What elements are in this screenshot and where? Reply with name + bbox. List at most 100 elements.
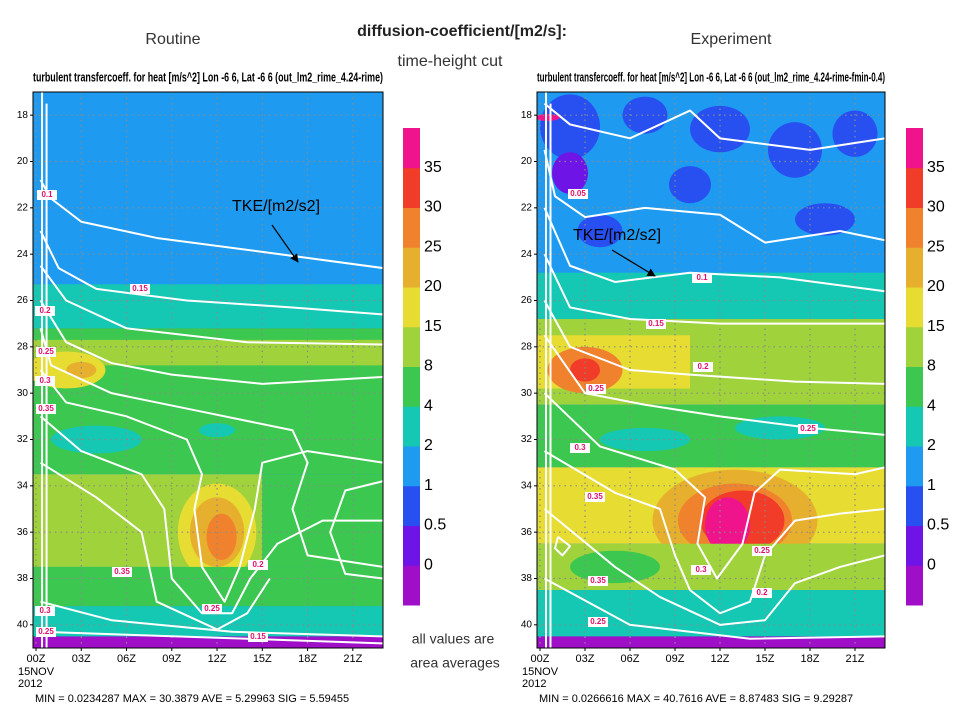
- colorbar-label: 25: [424, 238, 442, 255]
- colorbar-label: 35: [927, 159, 945, 176]
- contour-label-bg: [112, 567, 132, 577]
- contour-line: [39, 299, 383, 385]
- contour-label: 0.15: [648, 319, 664, 328]
- contour-label: 0.3: [574, 443, 586, 452]
- plot-title: turbulent transfercoeff. for heat [m/s^2…: [537, 69, 885, 84]
- contour-label: 0.3: [695, 565, 707, 574]
- contour-label-bg: [37, 190, 57, 200]
- y-tick-label: 26: [17, 295, 29, 306]
- colorbar-label: 0: [424, 556, 433, 573]
- contour-label-bg: [588, 576, 608, 586]
- y-tick-label: 36: [17, 527, 29, 538]
- colorbar-segment: [906, 247, 923, 288]
- contour-line: [543, 207, 885, 293]
- colorbar-segment: [906, 167, 923, 208]
- x-tick-label: 15Z: [756, 653, 775, 665]
- colorbar-segment: [906, 326, 923, 367]
- contour-label: 0.25: [588, 384, 604, 393]
- colorbar-segment: [906, 525, 923, 566]
- plot-area: [33, 92, 383, 648]
- panel-label: Routine: [145, 31, 200, 48]
- shade: [669, 166, 711, 204]
- y-tick-label: 34: [521, 480, 533, 491]
- shade: [705, 497, 750, 554]
- shade: [832, 110, 878, 157]
- colorbar-segment: [403, 128, 420, 169]
- annotation: TKE/[m2/s2]: [232, 198, 320, 215]
- colorbar-label: 0.5: [927, 517, 949, 534]
- shade: [537, 636, 885, 648]
- contour-line: [543, 508, 885, 626]
- x-tick-label: 03Z: [72, 653, 91, 665]
- contour-line: [329, 480, 383, 580]
- slide-subtitle: time-height cut: [398, 53, 503, 70]
- colorbar-label: 2: [424, 437, 433, 454]
- colorbar-label: 20: [424, 278, 442, 295]
- y-tick-label: 18: [521, 110, 533, 121]
- shade: [66, 361, 97, 379]
- contour-line: [39, 415, 383, 615]
- colorbar-segment: [403, 565, 420, 606]
- contour-label: 0.35: [590, 576, 606, 585]
- colorbar-segment: [906, 128, 923, 169]
- x-tick-label: 12Z: [208, 653, 227, 665]
- x-date-label: 15NOV: [522, 666, 559, 678]
- contour-label: 0.35: [114, 567, 130, 576]
- contour-label: 0.3: [39, 606, 51, 615]
- x-tick-label: 21Z: [846, 653, 865, 665]
- contour-label-bg: [36, 347, 56, 357]
- contour-label-bg: [588, 617, 608, 627]
- y-tick-label: 32: [17, 434, 29, 445]
- colorbar-label: 20: [927, 278, 945, 295]
- colorbar-segment: [403, 287, 420, 328]
- contour-label-bg: [568, 189, 588, 199]
- y-tick-label: 34: [17, 480, 29, 491]
- contour-label: 0.25: [754, 546, 770, 555]
- contour-label-bg: [691, 565, 711, 575]
- contour-label: 0.15: [132, 284, 148, 293]
- contour-label: 0.2: [252, 560, 264, 569]
- y-tick-label: 18: [17, 110, 29, 121]
- colorbar-label: 25: [927, 238, 945, 255]
- contour-line: [543, 149, 885, 244]
- contour-label: 0.25: [800, 424, 816, 433]
- x-date-label: 15NOV: [18, 666, 55, 678]
- shade: [622, 96, 668, 134]
- colorbar-segment: [403, 446, 420, 487]
- contour-label: 0.1: [696, 273, 708, 282]
- y-tick-label: 36: [521, 527, 533, 538]
- shade: [690, 105, 750, 153]
- contour-line: [39, 265, 383, 346]
- colorbar-label: 30: [927, 199, 945, 216]
- colorbar-segment: [906, 207, 923, 248]
- colorbar-label: 1: [927, 477, 936, 494]
- x-tick-label: 06Z: [117, 653, 136, 665]
- colorbar-label: 0.5: [424, 517, 446, 534]
- colorbar-label: 2: [927, 437, 936, 454]
- contour-line: [40, 600, 383, 638]
- y-tick-label: 22: [521, 202, 533, 213]
- contour-label-bg: [585, 492, 605, 502]
- contour-line: [39, 328, 383, 568]
- y-tick-label: 32: [521, 434, 533, 445]
- contour-label: 0.25: [590, 617, 606, 626]
- y-tick-label: 28: [521, 341, 533, 352]
- y-tick-label: 22: [17, 202, 29, 213]
- contour-label-bg: [35, 376, 55, 386]
- contour-line: [544, 577, 885, 640]
- y-tick-label: 24: [521, 249, 533, 260]
- contour-label-bg: [248, 560, 268, 570]
- colorbar-segment: [906, 565, 923, 606]
- shade: [795, 203, 855, 236]
- contour-label: 0.05: [570, 189, 586, 198]
- contour-line: [39, 230, 383, 316]
- contour-line: [543, 300, 885, 385]
- shade: [33, 284, 383, 329]
- contour-line: [543, 102, 885, 151]
- x-tick-label: 12Z: [711, 653, 730, 665]
- contour-label: 0.25: [38, 627, 54, 636]
- contour-line: [39, 369, 383, 603]
- colorbar-label: 1: [424, 477, 433, 494]
- shade: [768, 122, 822, 178]
- contour-label: 0.25: [204, 604, 220, 613]
